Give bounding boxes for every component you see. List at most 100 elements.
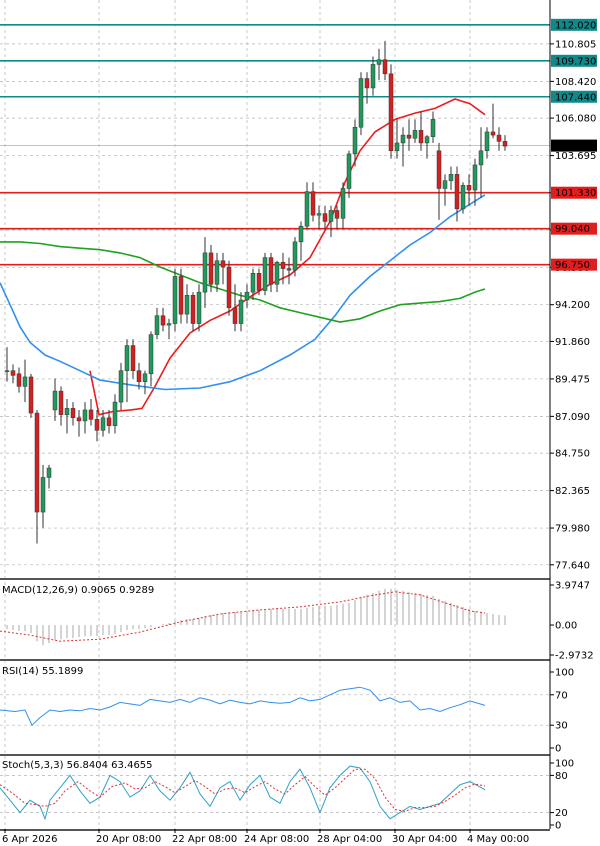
candle-body: [118, 370, 124, 403]
level-tag: [551, 186, 597, 199]
candle-body: [172, 276, 178, 324]
price-tick-label: 94.200: [555, 300, 590, 311]
candle-body: [472, 164, 478, 191]
candle-body: [154, 315, 160, 335]
stoch-label: Stoch(5,3,3) 56.8404 63.4655: [2, 760, 153, 771]
candle-body: [382, 59, 388, 75]
stoch-panel: [0, 765, 550, 821]
rsi-line: [0, 686, 486, 727]
candle-body: [502, 141, 508, 147]
candle-body: [478, 150, 484, 166]
candle-body: [262, 257, 268, 291]
candle-body: [424, 136, 430, 144]
stoch-tick-label: 20: [555, 808, 568, 819]
time-tick-label: 30 Apr 04:00: [392, 834, 457, 845]
candle-body: [412, 130, 418, 139]
time-tick-label: 24 Apr 08:00: [244, 834, 309, 845]
horizontal-levels: [0, 24, 550, 266]
candle-body: [448, 174, 454, 181]
level-tag: [551, 54, 597, 67]
level-tag: [551, 258, 597, 271]
candle-body: [346, 153, 352, 189]
rsi-tick-label: 30: [555, 721, 568, 732]
grid: [0, 0, 550, 829]
price-tick-label: 79.980: [555, 524, 590, 535]
candle-body: [304, 191, 310, 227]
candle-body: [64, 408, 70, 415]
candle-body: [490, 131, 496, 136]
candle-body: [220, 260, 226, 268]
candle-body: [406, 134, 412, 139]
candle-body: [196, 291, 202, 324]
level-tag-label: 99.040: [555, 224, 590, 235]
moving-average-line: [0, 194, 486, 391]
candle-body: [496, 134, 502, 142]
candle-body: [226, 266, 232, 309]
candle-body: [52, 390, 58, 411]
candle-body: [244, 291, 250, 301]
moving-averages: [0, 98, 486, 416]
candles: [4, 40, 508, 544]
rsi-label: RSI(14) 55.1899: [2, 666, 83, 677]
candle-body: [208, 252, 214, 285]
candle-body: [322, 213, 328, 222]
candle-body: [268, 257, 274, 285]
candle-body: [94, 419, 100, 431]
macd-label: MACD(12,26,9) 0.9065 0.9289: [2, 585, 154, 596]
candle-body: [130, 345, 136, 371]
candle-body: [460, 185, 466, 210]
candle-body: [58, 390, 64, 415]
candle-body: [124, 345, 130, 371]
candle-body: [388, 73, 394, 152]
candle-body: [70, 408, 76, 419]
candle-body: [10, 370, 16, 376]
macd-panel: [0, 588, 506, 646]
candle-body: [238, 299, 244, 324]
price-tick-label: 77.640: [555, 560, 590, 571]
candle-body: [178, 276, 184, 315]
current-price-tag: [551, 139, 597, 152]
candle-body: [376, 59, 382, 65]
price-tick-label: 103.695: [555, 151, 596, 162]
macd-signal-line: [0, 591, 486, 642]
candle-body: [418, 130, 424, 144]
price-tick-label: 89.475: [555, 374, 590, 385]
candle-body: [232, 307, 238, 324]
level-tag-label: 109.730: [555, 56, 596, 67]
candle-body: [484, 131, 490, 152]
stoch-tick-label: 0: [555, 821, 561, 832]
candle-body: [352, 126, 358, 155]
moving-average-line: [89, 98, 486, 416]
candle-body: [394, 142, 400, 152]
level-tag-label: 96.750: [555, 260, 590, 271]
candle-body: [256, 273, 262, 291]
time-tick-label: 28 Apr 04:00: [317, 834, 382, 845]
candle-body: [160, 315, 166, 326]
current-price-label: 104.330: [555, 141, 596, 152]
candle-body: [430, 119, 436, 137]
price-tick-label: 110.805: [555, 39, 596, 50]
price-tick-label: 106.080: [555, 114, 596, 125]
time-tick-label: 20 Apr 08:00: [96, 834, 161, 845]
rsi-tick-label: 100: [555, 668, 574, 679]
candle-body: [184, 295, 190, 315]
time-tick-label: 4 May 00:00: [467, 834, 529, 845]
candle-body: [142, 373, 148, 382]
level-tag-label: 112.020: [555, 20, 596, 31]
candle-body: [286, 268, 292, 271]
level-tag: [551, 90, 597, 103]
candle-body: [358, 78, 364, 128]
candle-body: [40, 477, 46, 513]
time-tick-label: 22 Apr 08:00: [172, 834, 237, 845]
candle-body: [28, 376, 34, 414]
level-tag: [551, 222, 597, 235]
candle-body: [34, 412, 40, 513]
price-tick-label: 108.420: [555, 77, 596, 88]
candle-body: [436, 150, 442, 189]
candle-body: [340, 188, 346, 219]
candle-body: [328, 210, 334, 222]
candle-body: [82, 409, 88, 422]
candle-body: [4, 370, 10, 372]
candle-body: [364, 78, 370, 89]
